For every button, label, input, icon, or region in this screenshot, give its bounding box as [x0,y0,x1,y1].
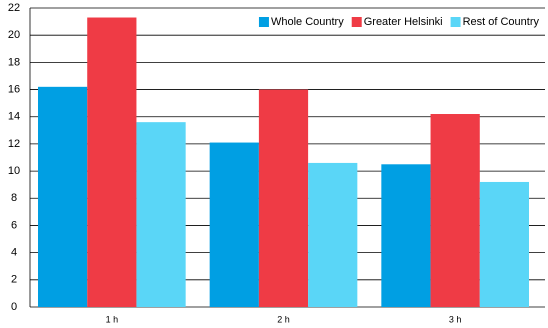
legend-label: Rest of Country [463,16,540,28]
y-tick-label: 18 [8,56,20,68]
bar [38,86,88,307]
legend-swatch [258,17,269,27]
bar [308,162,358,307]
bar [87,17,137,307]
bar [430,114,480,307]
x-tick-label: 3 h [449,314,462,324]
x-tick-label: 2 h [277,314,290,324]
legend-label: Greater Helsinki [364,16,443,28]
y-tick-label: 22 [8,2,20,14]
x-tick-label: 1 h [106,314,119,324]
y-tick-label: 20 [8,29,20,41]
y-tick-label: 2 [11,274,17,286]
bar [479,181,529,307]
y-tick-label: 0 [11,301,17,313]
legend-swatch [450,17,461,27]
y-tick-label: 16 [8,83,20,95]
legend-box [250,13,543,31]
y-tick-label: 14 [8,111,20,123]
bar [209,142,259,307]
bar [136,122,186,307]
y-tick-label: 6 [11,219,17,231]
y-tick-label: 4 [11,247,17,259]
y-tick-label: 10 [8,165,20,177]
bar [381,164,431,307]
bar [258,89,309,307]
legend-swatch [351,17,362,27]
legend-label: Whole Country [271,16,344,28]
y-tick-label: 8 [11,192,17,204]
y-tick-label: 12 [8,138,20,150]
